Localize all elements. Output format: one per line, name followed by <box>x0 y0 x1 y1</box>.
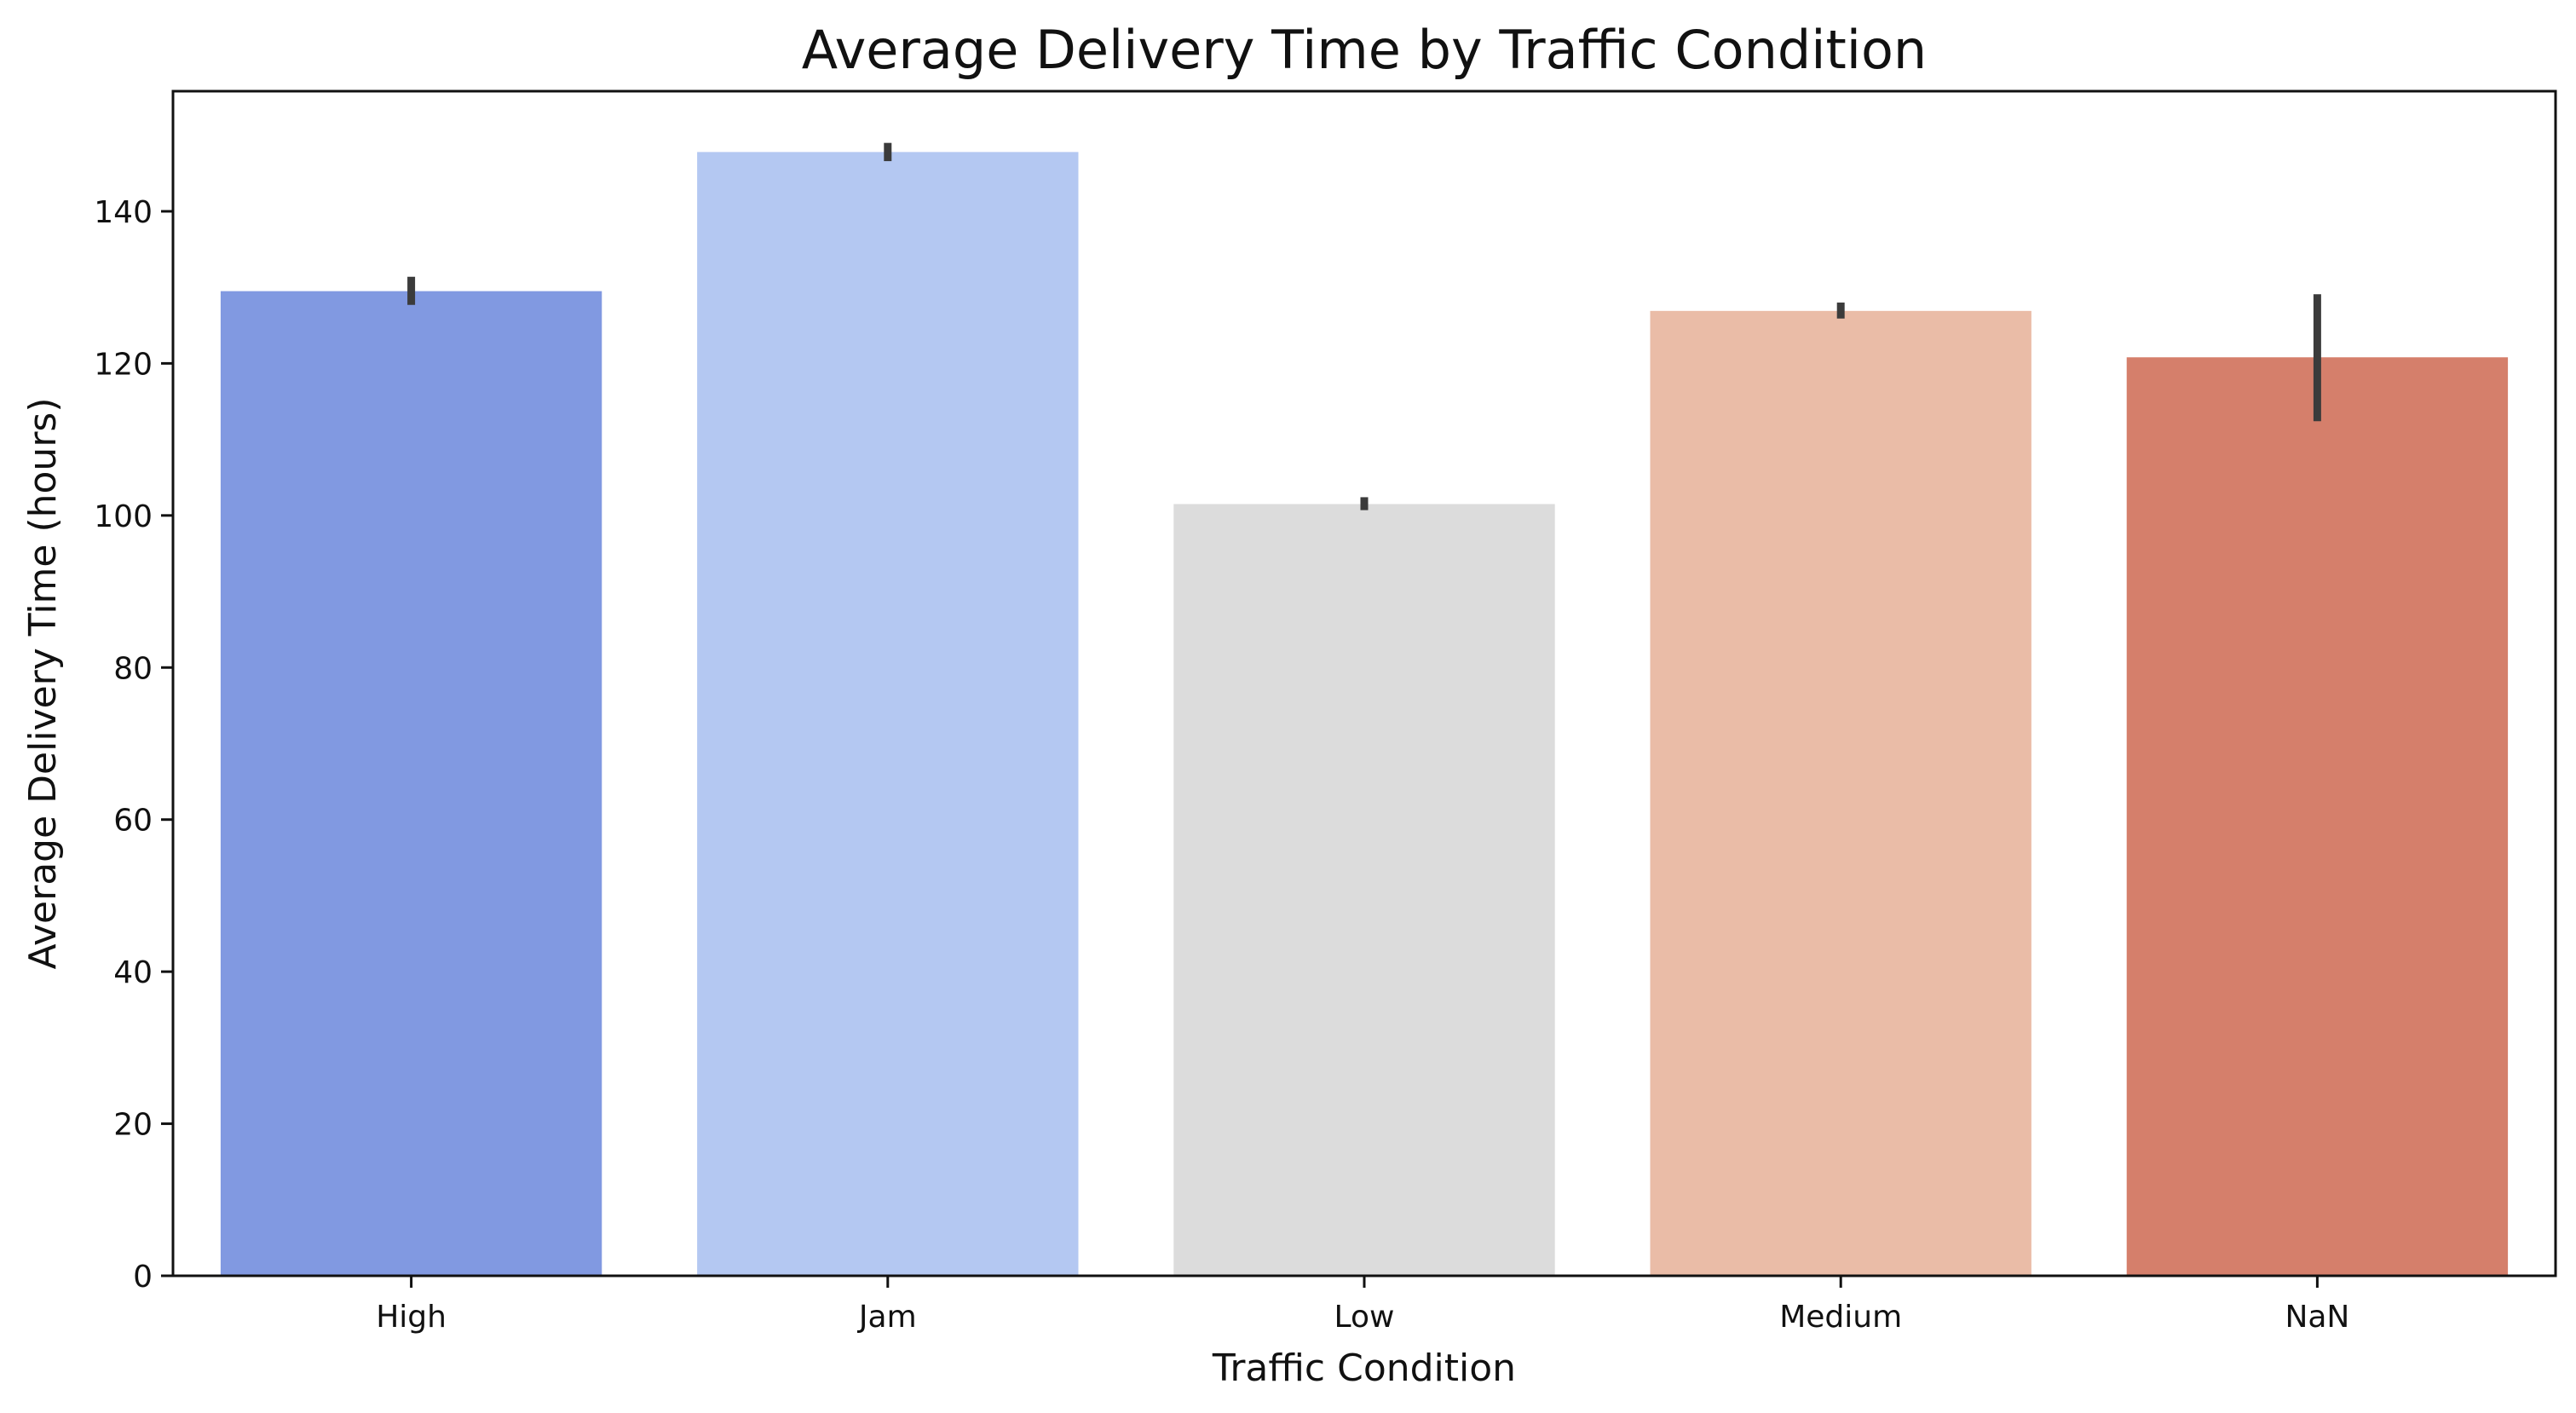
x-axis-label: Traffic Condition <box>1212 1347 1516 1390</box>
x-tick-label: Low <box>1334 1300 1395 1335</box>
x-tick-label: Jam <box>857 1300 917 1335</box>
bar-nan <box>2126 357 2509 1277</box>
y-tick-label: 120 <box>94 347 153 382</box>
bar-low <box>1173 504 1555 1276</box>
x-tick-label: Medium <box>1779 1300 1902 1335</box>
error-bars-layer <box>407 142 2321 510</box>
x-axis-ticks: High Jam Low Medium NaN <box>376 1276 2349 1335</box>
bar-high <box>220 291 602 1276</box>
y-axis-ticks: 0 20 40 60 80 100 120 140 <box>94 195 173 1295</box>
x-tick-label: NaN <box>2285 1300 2349 1335</box>
y-tick-label: 60 <box>113 804 153 839</box>
chart-title: Average Delivery Time by Traffic Conditi… <box>802 19 1927 81</box>
y-tick-label: 100 <box>94 499 153 534</box>
y-tick-label: 140 <box>94 195 153 230</box>
x-tick-label: High <box>376 1300 447 1335</box>
bars-layer <box>220 152 2509 1277</box>
bar-medium <box>1650 310 2031 1277</box>
y-tick-label: 40 <box>113 955 153 990</box>
bar-jam <box>697 152 1079 1277</box>
y-tick-label: 0 <box>133 1260 153 1295</box>
y-tick-label: 80 <box>113 651 153 686</box>
y-axis-label: Average Delivery Time (hours) <box>21 398 65 970</box>
y-tick-label: 20 <box>113 1108 153 1143</box>
